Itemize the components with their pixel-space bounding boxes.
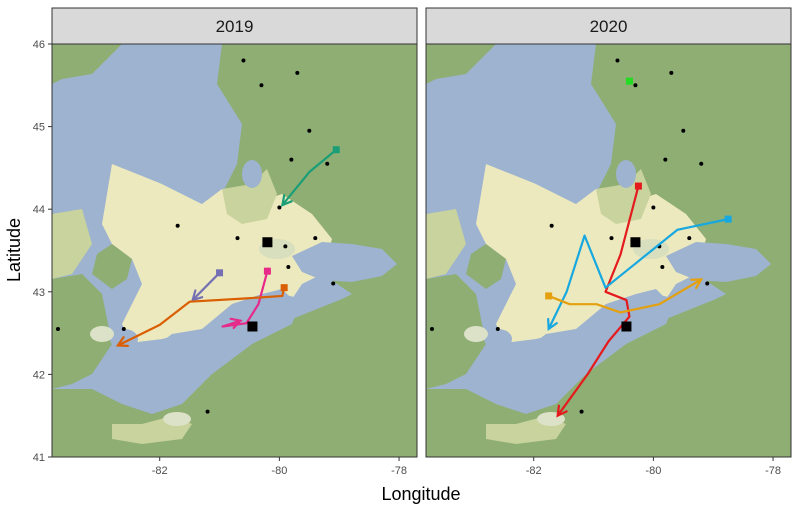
panel-strip-2020 (425, 7, 792, 45)
track-start-marker (263, 267, 271, 275)
station-dot (313, 236, 318, 241)
station-dot (681, 128, 686, 133)
y-tick-label: 43 (33, 287, 45, 299)
panel-strip-2019 (51, 7, 418, 45)
station-dot (295, 70, 300, 75)
track-arrowhead (547, 317, 558, 332)
station-dot (660, 265, 665, 270)
x-tick-label: -80 (645, 465, 661, 477)
migration-track (548, 278, 702, 314)
track-arrowhead (229, 317, 243, 330)
y-tick-label: 46 (33, 39, 45, 51)
panel-title-2020: 2020 (590, 17, 628, 36)
track-start-marker (724, 215, 732, 223)
track-start-marker (545, 292, 553, 300)
y-tick-label: 41 (33, 452, 45, 464)
track-start-marker (634, 182, 642, 190)
station-dot (705, 281, 710, 286)
station-dot (633, 83, 638, 88)
tagging-site-marker (625, 77, 633, 85)
x-tick-label: -78 (765, 465, 781, 477)
migration-track (191, 272, 221, 301)
hub-markers-2020 (621, 77, 641, 332)
station-dot (549, 223, 554, 228)
panel-title-2019: 2019 (216, 17, 254, 36)
hub-markers-2019 (247, 237, 273, 332)
track-arrowhead (690, 278, 704, 290)
station-dot (241, 58, 246, 63)
hub-marker (262, 237, 273, 248)
y-tick-label: 42 (33, 369, 45, 381)
station-dot (495, 326, 500, 331)
x-tick-label: -82 (526, 465, 542, 477)
station-dot (699, 161, 704, 166)
station-dot (307, 128, 312, 133)
station-dot (205, 409, 210, 414)
x-axis: -82 -80 -78 -82 -80 -78 (152, 457, 781, 477)
station-dot (669, 70, 674, 75)
station-dot (651, 205, 656, 210)
station-dot (259, 83, 264, 88)
hub-marker (621, 321, 632, 332)
x-tick-label: -82 (152, 465, 168, 477)
track-start-marker (280, 284, 288, 292)
x-tick-label: -80 (271, 465, 287, 477)
track-arrowhead (115, 336, 129, 348)
migration-tracks-2019 (115, 146, 340, 348)
station-dot (663, 157, 668, 162)
station-dot (55, 326, 60, 331)
basemap-2019 (52, 44, 417, 457)
station-dot (235, 236, 240, 241)
track-arrowhead (191, 289, 204, 302)
station-dot (277, 205, 282, 210)
station-dot (325, 161, 330, 166)
x-axis-title: Longitude (381, 484, 460, 504)
y-tick-label: 44 (33, 204, 45, 216)
panel-2019: 2019 (51, 7, 418, 458)
panel-border-2020 (425, 43, 792, 458)
track-arrowhead (556, 404, 568, 418)
panel-border-2019 (51, 43, 418, 458)
station-dot (429, 326, 434, 331)
station-dot (331, 281, 336, 286)
station-dot (609, 236, 614, 241)
migration-tracks-2020 (545, 182, 732, 418)
station-dot (289, 157, 294, 162)
station-dot (687, 236, 692, 241)
migration-track (547, 218, 729, 330)
y-axis-title: Latitude (4, 218, 24, 282)
track-arrowhead (280, 194, 293, 207)
hub-marker (630, 237, 641, 248)
station-dot (615, 58, 620, 63)
panel-2020: 2020 (425, 7, 792, 458)
y-tick-label: 45 (33, 122, 45, 134)
station-dot (579, 409, 584, 414)
station-dot (283, 244, 288, 249)
migration-track (281, 148, 337, 206)
y-axis: 41 42 43 44 45 46 (33, 39, 52, 464)
basemap-2020 (426, 44, 791, 457)
station-dot (175, 223, 180, 228)
station-dot (286, 265, 291, 270)
migration-track (117, 287, 286, 347)
hub-marker (247, 321, 258, 332)
track-start-marker (216, 269, 224, 277)
migration-track (556, 185, 640, 417)
x-tick-label: -78 (391, 465, 407, 477)
migration-track (221, 270, 269, 328)
station-dot (121, 326, 126, 331)
track-start-marker (332, 146, 340, 154)
